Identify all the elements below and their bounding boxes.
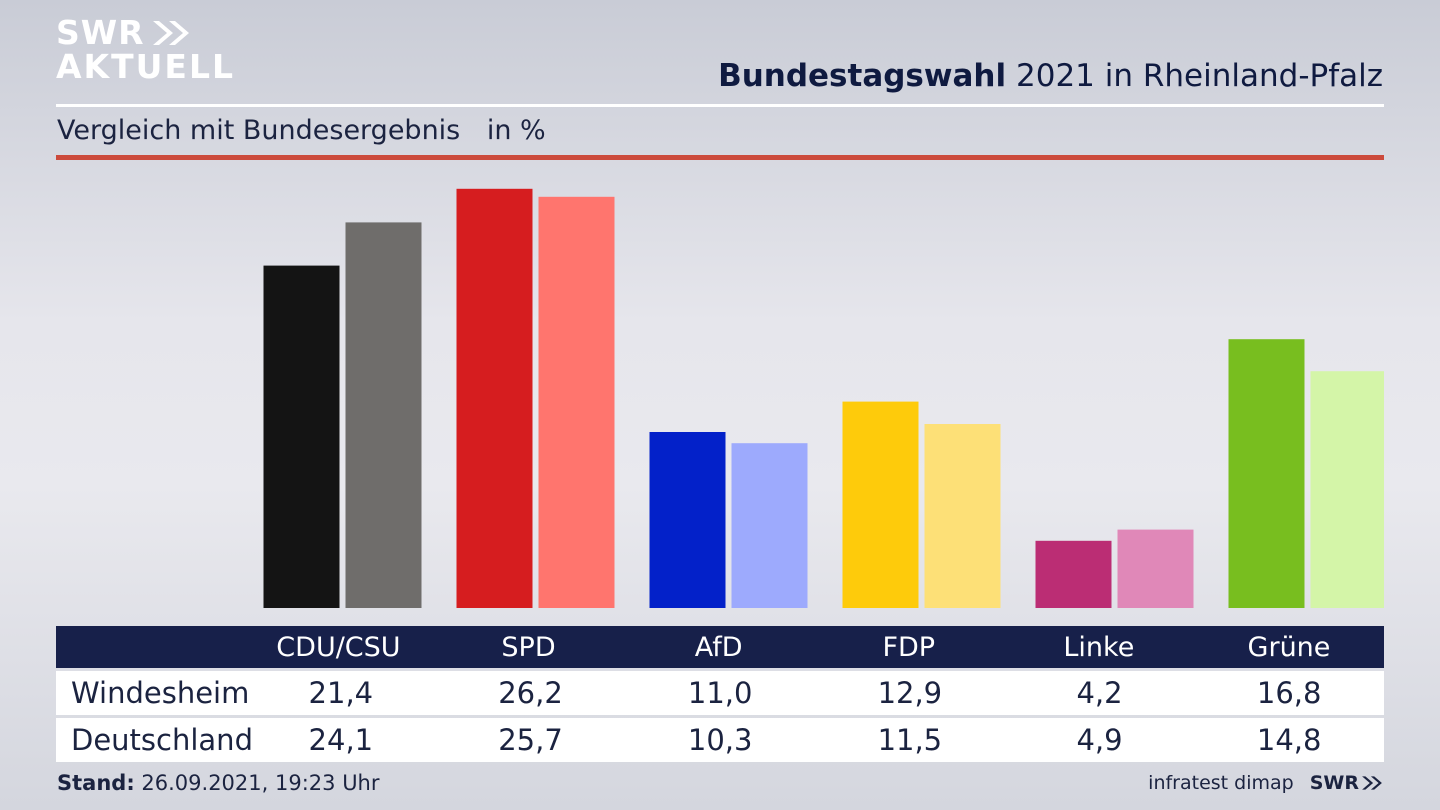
value-cell: 4,9: [1076, 723, 1123, 757]
value-cell: 11,5: [877, 723, 943, 757]
bar-spd-deutschland: [538, 196, 615, 609]
bar-cdu-csu-windesheim: [263, 265, 340, 608]
results-table: CDU/CSU SPD AfD FDP Linke Grüne Windesheim 21…: [56, 626, 1384, 762]
subtitle-text: Vergleich mit Bundesergebnis: [57, 115, 461, 146]
stand-value: 26.09.2021, 19:23 Uhr: [141, 771, 380, 795]
bar-spd-windesheim: [456, 188, 533, 609]
timestamp: Stand: 26.09.2021, 19:23 Uhr: [57, 771, 380, 795]
table-row: Windesheim 21,4 26,2 11,0 12,9 4,2 16,8: [56, 671, 1384, 715]
table-row: Deutschland 24,1 25,7 10,3 11,5 4,9 14,8: [56, 718, 1384, 762]
bar-fdp-windesheim: [842, 401, 919, 608]
value-cell: 14,8: [1256, 723, 1322, 757]
category-label: CDU/CSU: [276, 631, 401, 663]
subtitle-divider: [56, 155, 1384, 160]
value-cell: 26,2: [498, 676, 563, 710]
logo-text-swr: SWR: [56, 13, 145, 52]
category-label: AfD: [694, 631, 743, 663]
bar-linke-deutschland: [1117, 529, 1194, 608]
double-chevron-icon: [152, 20, 189, 45]
category-label: SPD: [501, 631, 556, 663]
value-cell: 21,4: [308, 676, 374, 710]
row-label: Windesheim: [71, 676, 250, 710]
stand-label: Stand:: [57, 771, 135, 795]
bar-grüne-windesheim: [1228, 339, 1305, 608]
value-cell: 16,8: [1256, 676, 1322, 710]
bar-afd-deutschland: [731, 443, 808, 608]
value-cell: 4,2: [1076, 676, 1123, 710]
value-cell: 10,3: [687, 723, 753, 757]
header-corner: [56, 626, 243, 668]
category-label: Grüne: [1247, 631, 1331, 663]
table-header: CDU/CSU SPD AfD FDP Linke Grüne: [56, 626, 1384, 668]
bar-chart: [263, 188, 1384, 609]
value-cell: 11,0: [687, 676, 753, 710]
chart-title: Bundestagswahl 2021 in Rheinland-Pfalz: [718, 58, 1383, 94]
footer-swr-logo: SWR: [1310, 772, 1383, 794]
source-credit: infratest dimap SWR: [1148, 772, 1383, 794]
value-cell: 24,1: [308, 723, 374, 757]
title-rest: 2021 in Rheinland-Pfalz: [1016, 58, 1383, 94]
bar-afd-windesheim: [649, 432, 726, 608]
bar-cdu-csu-deutschland: [345, 222, 422, 608]
bar-fdp-deutschland: [924, 424, 1001, 608]
value-cell: 12,9: [877, 676, 943, 710]
source-name: infratest dimap: [1148, 772, 1294, 794]
row-label: Deutschland: [71, 723, 253, 757]
title-bold: Bundestagswahl: [718, 58, 1007, 94]
bar-grüne-deutschland: [1310, 371, 1384, 608]
value-cell: 25,7: [498, 723, 563, 757]
category-label: Linke: [1063, 631, 1135, 663]
footer-logo-text: SWR: [1309, 772, 1359, 794]
swr-aktuell-logo: SWR AKTUELL: [56, 16, 235, 83]
logo-text-aktuell: AKTUELL: [56, 47, 236, 86]
double-chevron-icon: [1362, 776, 1382, 790]
category-label: FDP: [882, 631, 936, 663]
bar-linke-windesheim: [1035, 540, 1112, 608]
unit-label: in %: [486, 115, 546, 146]
header-divider: [56, 104, 1384, 107]
chart-subtitle: Vergleich mit Bundesergebnis in %: [57, 115, 546, 146]
